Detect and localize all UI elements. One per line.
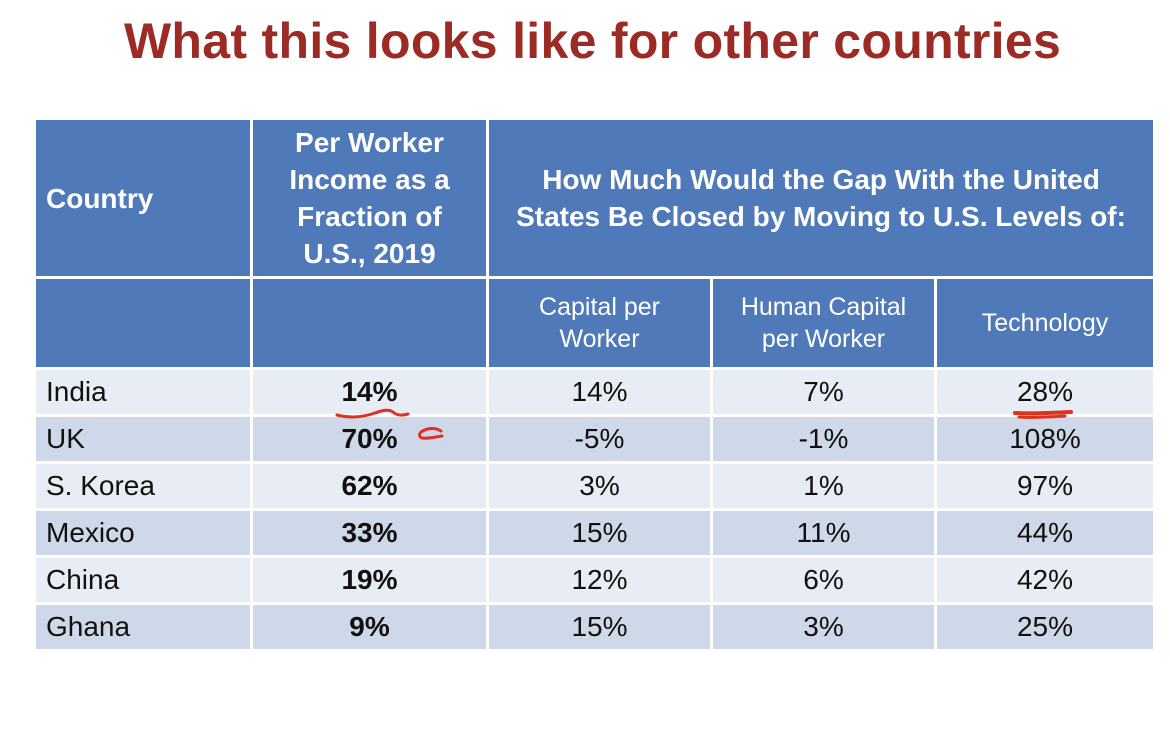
header-gap-closed: How Much Would the Gap With the United S…	[485, 117, 1157, 279]
human-capital-cell: -1%	[710, 414, 937, 464]
subheader-human-capital: Human Capital per Worker	[710, 276, 937, 370]
income-fraction-cell: 70%	[250, 414, 489, 464]
table-row: S. Korea 62% 3% 1% 97%	[33, 461, 1157, 511]
technology-value: 28%	[1016, 376, 1074, 407]
table-row: Ghana 9% 15% 3% 25%	[33, 602, 1157, 652]
table-row: China 19% 12% 6% 42%	[33, 555, 1157, 605]
technology-cell: 97%	[933, 461, 1157, 511]
subheader-capital: Capital per Worker	[486, 276, 713, 370]
income-fraction-value: 14%	[341, 376, 398, 407]
income-fraction-cell: 9%	[250, 602, 489, 652]
technology-cell: 25%	[933, 602, 1157, 652]
human-capital-cell: 1%	[710, 461, 937, 511]
subheader-empty-country	[33, 276, 253, 370]
header-income-fraction: Per Worker Income as a Fraction of U.S.,…	[250, 117, 489, 279]
subheader-empty-fraction	[250, 276, 489, 370]
income-fraction-cell: 62%	[250, 461, 489, 511]
header-country: Country	[33, 117, 253, 279]
subheader-technology: Technology	[933, 276, 1157, 370]
human-capital-cell: 3%	[710, 602, 937, 652]
technology-cell: 28%	[933, 367, 1157, 419]
red-arrow-annotation	[418, 427, 444, 440]
capital-cell: 12%	[486, 555, 713, 605]
human-capital-cell: 7%	[710, 367, 937, 417]
income-fraction-cell: 19%	[250, 555, 489, 605]
capital-cell: 15%	[486, 602, 713, 652]
table-row: UK 70% -5% -1% 108%	[33, 414, 1157, 464]
technology-cell: 42%	[933, 555, 1157, 605]
human-capital-cell: 11%	[710, 508, 937, 558]
income-fraction-value: 70%	[341, 423, 398, 454]
comparison-table: Country Per Worker Income as a Fraction …	[33, 117, 1157, 652]
table-row: Mexico 33% 15% 11% 44%	[33, 508, 1157, 558]
table-row: India 14% 14% 7% 28%	[33, 367, 1157, 419]
country-cell: S. Korea	[33, 461, 253, 511]
human-capital-cell: 6%	[710, 555, 937, 605]
country-cell: Ghana	[33, 602, 253, 652]
country-cell: UK	[33, 414, 253, 464]
country-cell: China	[33, 555, 253, 605]
capital-cell: 3%	[486, 461, 713, 511]
slide-title: What this looks like for other countries	[123, 13, 1062, 69]
income-fraction-cell: 14%	[250, 367, 489, 419]
technology-cell: 108%	[933, 414, 1157, 464]
country-cell: India	[33, 367, 253, 417]
country-cell: Mexico	[33, 508, 253, 558]
capital-cell: 15%	[486, 508, 713, 558]
capital-cell: 14%	[486, 367, 713, 417]
capital-cell: -5%	[486, 414, 713, 464]
technology-cell: 44%	[933, 508, 1157, 558]
income-fraction-cell: 33%	[250, 508, 489, 558]
